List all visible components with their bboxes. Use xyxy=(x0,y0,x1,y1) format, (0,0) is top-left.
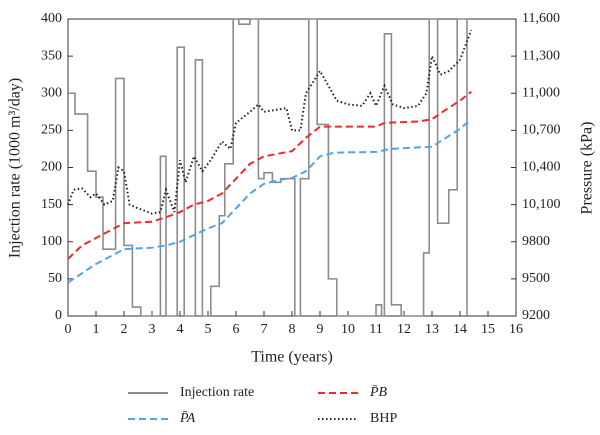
y-tick-label: 50 xyxy=(48,271,62,286)
y2-tick-label: 9800 xyxy=(522,234,550,249)
y2-tick-label: 10,100 xyxy=(522,197,561,212)
y-tick-label: 350 xyxy=(41,48,62,63)
y-tick-label: 250 xyxy=(41,123,62,138)
x-tick-label: 11 xyxy=(369,322,382,337)
y-tick-label: 100 xyxy=(41,234,62,249)
plot-frame xyxy=(67,18,517,317)
y2-tick-label: 10,700 xyxy=(522,123,561,138)
x-tick-label: 16 xyxy=(509,322,523,337)
y2-tick-label: 11,300 xyxy=(522,48,560,63)
x-tick-label: 7 xyxy=(261,322,268,337)
x-tick-label: 13 xyxy=(425,322,439,337)
y2-axis-label: Pressure (kPa) xyxy=(579,122,596,215)
y-axis-label: Injection rate (1000 m³/day) xyxy=(7,78,24,258)
x-tick-label: 10 xyxy=(341,322,355,337)
x-axis-label: Time (years) xyxy=(251,349,333,366)
y-tick-label: 300 xyxy=(41,85,62,100)
legend-label: Injection rate xyxy=(180,385,254,400)
series-line xyxy=(67,90,472,260)
y2-tick-label: 11,600 xyxy=(522,11,560,26)
series-line xyxy=(67,29,473,215)
legend-label: BHP xyxy=(370,411,397,426)
x-tick-label: 8 xyxy=(289,322,296,337)
legend-label: P̄B xyxy=(369,385,388,400)
x-tick-label: 6 xyxy=(233,322,240,337)
y2-tick-label: 10,400 xyxy=(522,160,561,175)
series-line xyxy=(67,118,472,284)
y-tick-label: 0 xyxy=(55,308,62,323)
x-tick-label: 9 xyxy=(317,322,324,337)
y2-tick-label: 9200 xyxy=(522,308,550,323)
x-tick-label: 14 xyxy=(453,322,467,337)
x-tick-label: 1 xyxy=(93,322,100,337)
y2-tick-label: 9500 xyxy=(522,271,550,286)
x-tick-label: 3 xyxy=(149,322,156,337)
y-tick-label: 150 xyxy=(41,197,62,212)
x-tick-label: 15 xyxy=(481,322,495,337)
x-tick-label: 5 xyxy=(205,322,212,337)
x-tick-label: 0 xyxy=(65,322,72,337)
x-tick-label: 4 xyxy=(177,322,184,337)
x-tick-label: 2 xyxy=(121,322,128,337)
legend-label: P̄A xyxy=(179,411,196,426)
x-tick-label: 12 xyxy=(397,322,411,337)
y-tick-label: 200 xyxy=(41,160,62,175)
y2-tick-label: 11,000 xyxy=(522,85,560,100)
series-line xyxy=(68,18,468,317)
y-tick-label: 400 xyxy=(41,11,62,26)
